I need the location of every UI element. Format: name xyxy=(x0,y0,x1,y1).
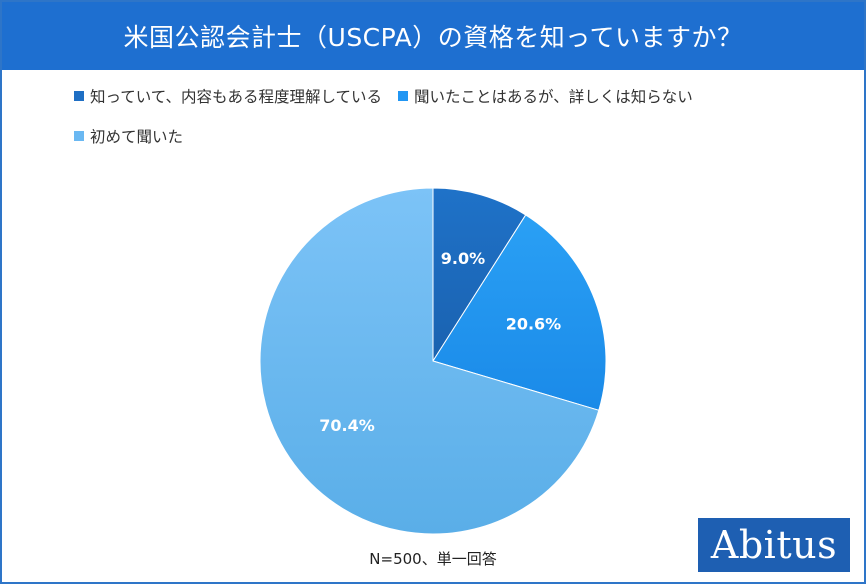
legend-swatch-heard xyxy=(398,91,409,101)
abitus-logo: Abitus xyxy=(698,518,850,572)
legend-item-first-time: 初めて聞いた xyxy=(74,125,183,147)
legend-swatch-understand xyxy=(74,91,84,101)
legend-item-heard: 聞いたことはあるが、詳しくは知らない xyxy=(398,85,693,107)
pie-slice-heard xyxy=(432,214,607,411)
chart-title: 米国公認会計士（USCPA）の資格を知っていますか？ xyxy=(123,23,743,52)
title-bar: 米国公認会計士（USCPA）の資格を知っていますか？ xyxy=(2,2,864,70)
pie-slice-understand xyxy=(432,187,527,363)
footnote: N=500、単一回答 xyxy=(369,550,497,568)
pie-slice-first-time xyxy=(259,187,600,535)
legend-row-2: 初めて聞いた xyxy=(74,124,834,148)
legend-swatch-first-time xyxy=(74,131,84,141)
legend-row-1: 知っていて、内容もある程度理解している 聞いたことはあるが、詳しくは知らない xyxy=(74,84,834,108)
pie-label-understand: 9.0% xyxy=(441,249,485,268)
legend: 知っていて、内容もある程度理解している 聞いたことはあるが、詳しくは知らない 初… xyxy=(74,84,834,164)
legend-label-heard: 聞いたことはあるが、詳しくは知らない xyxy=(414,88,693,106)
pie-label-heard: 20.6% xyxy=(506,314,562,333)
pie-label-first-time: 70.4% xyxy=(319,416,375,435)
legend-label-understand: 知っていて、内容もある程度理解している xyxy=(90,88,383,106)
legend-label-first-time: 初めて聞いた xyxy=(90,128,184,146)
legend-item-understand: 知っていて、内容もある程度理解している xyxy=(74,85,382,107)
